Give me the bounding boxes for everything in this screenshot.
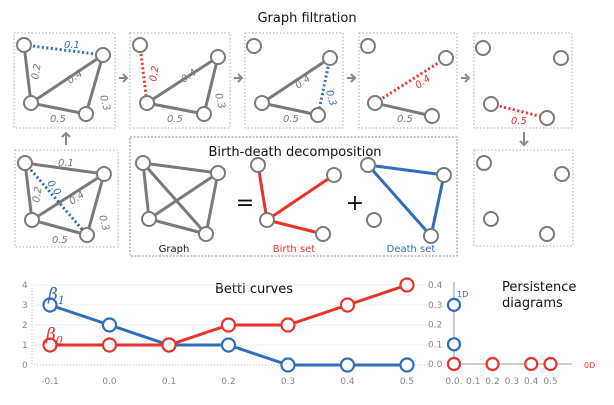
svg-text:0.1: 0.1 [58, 158, 74, 169]
data-point [220, 317, 237, 333]
svg-text:0.5: 0.5 [52, 235, 68, 246]
pd-point [446, 356, 462, 372]
pd-point [485, 356, 500, 372]
arrow-right-icon [347, 73, 357, 83]
svg-text:0.3: 0.3 [281, 377, 295, 387]
svg-text:0.4: 0.4 [65, 68, 84, 86]
svg-text:0.5: 0.5 [50, 114, 66, 125]
data-point [280, 317, 296, 333]
data-point [42, 297, 58, 313]
svg-text:2: 2 [22, 321, 28, 331]
data-point [339, 357, 356, 373]
data-point [42, 337, 58, 353]
pd-point [446, 337, 462, 352]
arrow-down-icon [519, 132, 529, 147]
svg-text:1D: 1D [457, 290, 468, 299]
svg-text:0.2: 0.2 [485, 377, 499, 387]
svg-text:0.5: 0.5 [400, 377, 414, 387]
svg-text:1: 1 [22, 341, 28, 351]
svg-text:0.2: 0.2 [221, 377, 235, 387]
svg-text:0.0: 0.0 [428, 360, 443, 370]
data-point [339, 297, 356, 313]
arrow-right-icon [119, 73, 129, 83]
beta0-label: β0 [45, 325, 63, 347]
svg-text:0.2: 0.2 [428, 321, 442, 331]
svg-text:0.0.: 0.0. [445, 377, 462, 387]
svg-text:Graph: Graph [159, 244, 190, 255]
arrow-right-icon [461, 73, 471, 83]
svg-text:0.4: 0.4 [67, 189, 86, 207]
svg-text:0.2: 0.2 [30, 63, 44, 81]
svg-text:0.3: 0.3 [212, 92, 227, 110]
svg-text:0.4: 0.4 [340, 377, 355, 387]
data-point [280, 357, 296, 373]
pd-point [524, 356, 539, 372]
svg-text:-0.1: -0.1 [41, 377, 59, 387]
svg-text:0.2: 0.2 [31, 186, 45, 204]
svg-text:0.3: 0.3 [323, 89, 338, 107]
filtration-step-5: 0.5 [473, 32, 573, 129]
arrow-right-icon [234, 73, 244, 83]
filtration-step-3: 0.4 0.3 0.5 [244, 32, 344, 129]
svg-text:0.5: 0.5 [283, 114, 299, 125]
filtration-final [473, 149, 574, 247]
svg-text:0D: 0D [584, 361, 595, 370]
pd-point [446, 297, 462, 312]
svg-text:0.1: 0.1 [64, 40, 80, 51]
birth-death-title: Birth-death decomposition [208, 145, 381, 160]
filtration-step-1: 0.1 0.2 0.4 0.3 0.5 [13, 32, 116, 129]
data-point [399, 277, 415, 293]
data-point [101, 317, 118, 333]
svg-text:0.5: 0.5 [543, 377, 557, 387]
svg-text:0.3: 0.3 [428, 301, 442, 311]
svg-text:0.0: 0.0 [102, 377, 117, 387]
svg-text:0.5: 0.5 [511, 116, 527, 127]
svg-text:0.3: 0.3 [505, 377, 519, 387]
betti-curves-chart: Betti curves 0 1 2 3 4 -0.1 0.0 0.1 0.2 0.3 0.4 0.5… [22, 277, 430, 387]
svg-text:0.2: 0.2 [148, 65, 162, 83]
svg-text:3: 3 [22, 301, 28, 311]
svg-text:0.1: 0.1 [162, 377, 176, 387]
data-point [161, 337, 177, 353]
svg-text:0.5: 0.5 [397, 114, 413, 125]
svg-text:Death set: Death set [387, 244, 436, 255]
svg-text:+: + [346, 191, 364, 216]
filtration-step-2: 0.2 0.4 0.3 0.5 [129, 32, 231, 129]
filtration-step-4: 0.4 0.5 [358, 32, 458, 129]
beta1-label: β1 [47, 285, 65, 307]
birth-death-panel: Birth-death decomposition Graph = Birth … [129, 136, 458, 257]
data-point [220, 337, 237, 353]
svg-text:0: 0 [22, 361, 28, 371]
svg-text:Persistence: Persistence [502, 280, 576, 295]
arrow-up-icon [61, 131, 71, 145]
full-graph: 0.1 0.0 0.2 0.4 0.3 0.5 [14, 149, 119, 248]
svg-text:diagrams: diagrams [502, 296, 563, 311]
svg-text:4: 4 [22, 281, 28, 291]
svg-text:0.4: 0.4 [524, 377, 539, 387]
svg-text:0.1: 0.1 [428, 340, 442, 350]
graph-filtration-title: Graph filtration [257, 11, 356, 26]
svg-text:0.5: 0.5 [167, 114, 183, 125]
persistence-diagram: Persistence diagrams 0.0 0.1 0.2 0.3 0.4 0.0.… [428, 280, 595, 387]
svg-text:0.3: 0.3 [96, 214, 111, 232]
svg-text:0.4: 0.4 [428, 281, 443, 291]
svg-text:0.4: 0.4 [413, 73, 432, 91]
data-point [101, 337, 118, 353]
svg-text:Birth set: Birth set [273, 244, 316, 255]
betti-title: Betti curves [215, 282, 293, 297]
svg-text:0.1: 0.1 [466, 377, 480, 387]
svg-text:0.4: 0.4 [293, 73, 312, 91]
svg-text:0.3: 0.3 [97, 94, 112, 112]
data-point [399, 357, 415, 373]
pd-point [543, 356, 558, 372]
svg-text:=: = [236, 191, 254, 216]
svg-text:0.0: 0.0 [45, 178, 63, 197]
